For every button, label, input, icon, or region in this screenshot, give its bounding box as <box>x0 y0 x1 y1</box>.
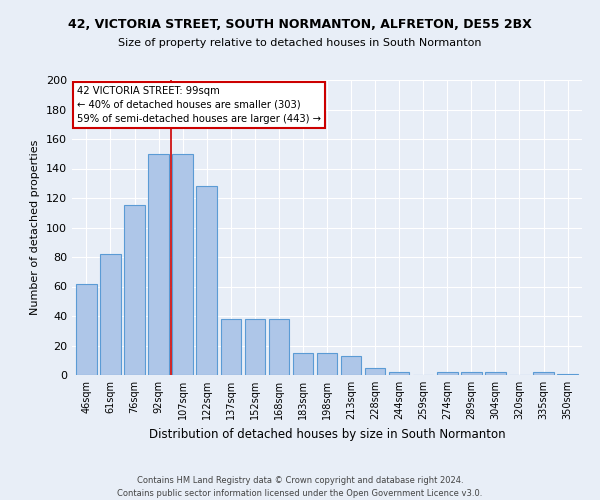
Bar <box>437 372 458 375</box>
Bar <box>196 186 217 375</box>
Bar <box>317 353 337 375</box>
Bar <box>533 372 554 375</box>
Y-axis label: Number of detached properties: Number of detached properties <box>31 140 40 315</box>
Text: Contains HM Land Registry data © Crown copyright and database right 2024.
Contai: Contains HM Land Registry data © Crown c… <box>118 476 482 498</box>
Bar <box>293 353 313 375</box>
Bar <box>221 319 241 375</box>
Bar <box>148 154 169 375</box>
Bar <box>172 154 193 375</box>
Bar <box>461 372 482 375</box>
Bar <box>485 372 506 375</box>
Bar <box>76 284 97 375</box>
Bar <box>245 319 265 375</box>
X-axis label: Distribution of detached houses by size in South Normanton: Distribution of detached houses by size … <box>149 428 505 440</box>
Text: Size of property relative to detached houses in South Normanton: Size of property relative to detached ho… <box>118 38 482 48</box>
Bar <box>389 372 409 375</box>
Text: 42, VICTORIA STREET, SOUTH NORMANTON, ALFRETON, DE55 2BX: 42, VICTORIA STREET, SOUTH NORMANTON, AL… <box>68 18 532 30</box>
Bar <box>269 319 289 375</box>
Text: 42 VICTORIA STREET: 99sqm
← 40% of detached houses are smaller (303)
59% of semi: 42 VICTORIA STREET: 99sqm ← 40% of detac… <box>77 86 321 124</box>
Bar <box>100 254 121 375</box>
Bar <box>557 374 578 375</box>
Bar <box>124 206 145 375</box>
Bar <box>341 356 361 375</box>
Bar <box>365 368 385 375</box>
